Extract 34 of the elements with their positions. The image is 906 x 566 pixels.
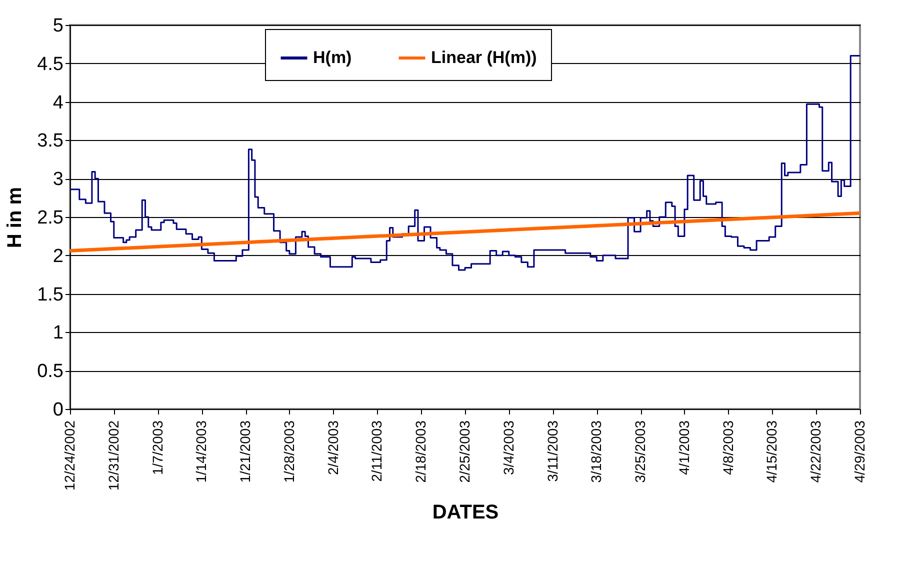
x-tick-label: 4/22/2003 <box>808 420 824 483</box>
x-tick-label: 4/15/2003 <box>764 420 780 483</box>
x-tick-label: 2/11/2003 <box>368 420 385 482</box>
x-axis-title: DATES <box>432 502 499 524</box>
x-tick-label: 2/18/2003 <box>412 420 429 483</box>
legend-label: Linear (H(m)) <box>431 48 537 67</box>
y-tick-label: 3 <box>52 169 64 190</box>
y-tick-label: 0.5 <box>37 361 64 382</box>
y-tick-label: 3.5 <box>37 130 64 152</box>
y-tick-label: 1 <box>52 322 64 344</box>
y-tick-label: 4.5 <box>37 54 64 75</box>
x-tick-label: 12/31/2002 <box>105 420 122 491</box>
x-tick-label: 1/7/2003 <box>149 420 166 475</box>
y-tick-label: 0 <box>52 400 64 420</box>
y-axis-title: H in m <box>4 186 26 248</box>
legend-label: H(m) <box>313 48 352 67</box>
x-tick-label: 3/18/2003 <box>588 420 604 483</box>
x-tick-label: 12/24/2002 <box>62 420 78 491</box>
x-tick-label: 4/29/2003 <box>852 420 868 483</box>
x-tick-label: 3/11/2003 <box>544 420 560 482</box>
x-tick-label: 2/4/2003 <box>324 420 341 475</box>
y-tick-label: 2 <box>52 246 64 267</box>
x-tick-label: 1/21/2003 <box>237 420 254 483</box>
x-tick-label: 4/1/2003 <box>676 420 692 475</box>
y-tick-label: 4 <box>52 92 64 114</box>
x-tick-label: 2/25/2003 <box>456 420 472 483</box>
x-tick-label: 4/8/2003 <box>720 420 736 475</box>
y-tick-label: 1.5 <box>37 284 64 306</box>
x-tick-label: 3/25/2003 <box>632 420 648 483</box>
x-tick-label: 3/4/2003 <box>500 420 516 475</box>
y-tick-label: 5 <box>52 16 64 36</box>
x-tick-label: 1/14/2003 <box>193 420 210 483</box>
x-tick-label: 1/28/2003 <box>280 420 297 483</box>
y-tick-label: 2.5 <box>37 208 64 228</box>
